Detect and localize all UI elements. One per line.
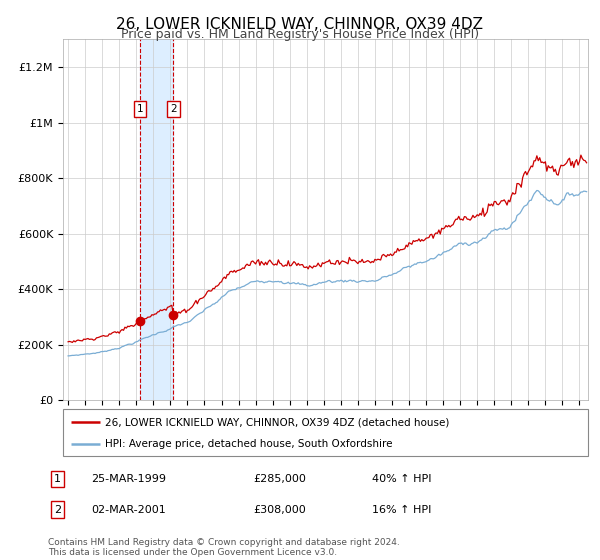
Text: 26, LOWER ICKNIELD WAY, CHINNOR, OX39 4DZ: 26, LOWER ICKNIELD WAY, CHINNOR, OX39 4D…: [116, 17, 484, 32]
Text: 25-MAR-1999: 25-MAR-1999: [91, 474, 166, 484]
Text: 02-MAR-2001: 02-MAR-2001: [91, 505, 166, 515]
Text: Contains HM Land Registry data © Crown copyright and database right 2024.
This d: Contains HM Land Registry data © Crown c…: [48, 538, 400, 557]
Text: 1: 1: [137, 104, 143, 114]
Text: Price paid vs. HM Land Registry's House Price Index (HPI): Price paid vs. HM Land Registry's House …: [121, 28, 479, 41]
Text: 1: 1: [54, 474, 61, 484]
Bar: [140, 39, 173, 400]
Text: £308,000: £308,000: [253, 505, 306, 515]
Text: £285,000: £285,000: [253, 474, 306, 484]
Text: HPI: Average price, detached house, South Oxfordshire: HPI: Average price, detached house, Sout…: [105, 438, 392, 449]
Text: 2: 2: [54, 505, 61, 515]
Text: 16% ↑ HPI: 16% ↑ HPI: [372, 505, 431, 515]
Text: 2: 2: [170, 104, 176, 114]
Text: 40% ↑ HPI: 40% ↑ HPI: [372, 474, 431, 484]
Text: 26, LOWER ICKNIELD WAY, CHINNOR, OX39 4DZ (detached house): 26, LOWER ICKNIELD WAY, CHINNOR, OX39 4D…: [105, 417, 449, 427]
